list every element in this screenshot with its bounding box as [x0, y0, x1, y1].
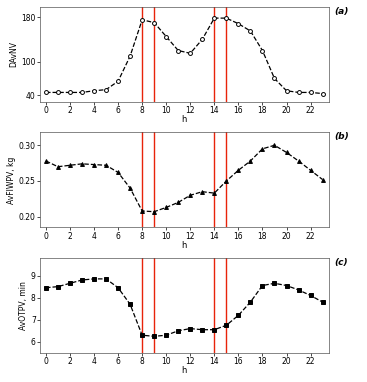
X-axis label: h: h: [182, 241, 187, 249]
Text: (c): (c): [334, 258, 348, 267]
Y-axis label: AvOTPV, min: AvOTPV, min: [19, 281, 28, 330]
Text: (a): (a): [334, 7, 349, 16]
Y-axis label: DAvNV: DAvNV: [10, 41, 18, 68]
X-axis label: h: h: [182, 115, 187, 124]
Y-axis label: AvFIWPV, kg: AvFIWPV, kg: [7, 156, 16, 204]
X-axis label: h: h: [182, 366, 187, 375]
Text: (b): (b): [334, 133, 349, 141]
